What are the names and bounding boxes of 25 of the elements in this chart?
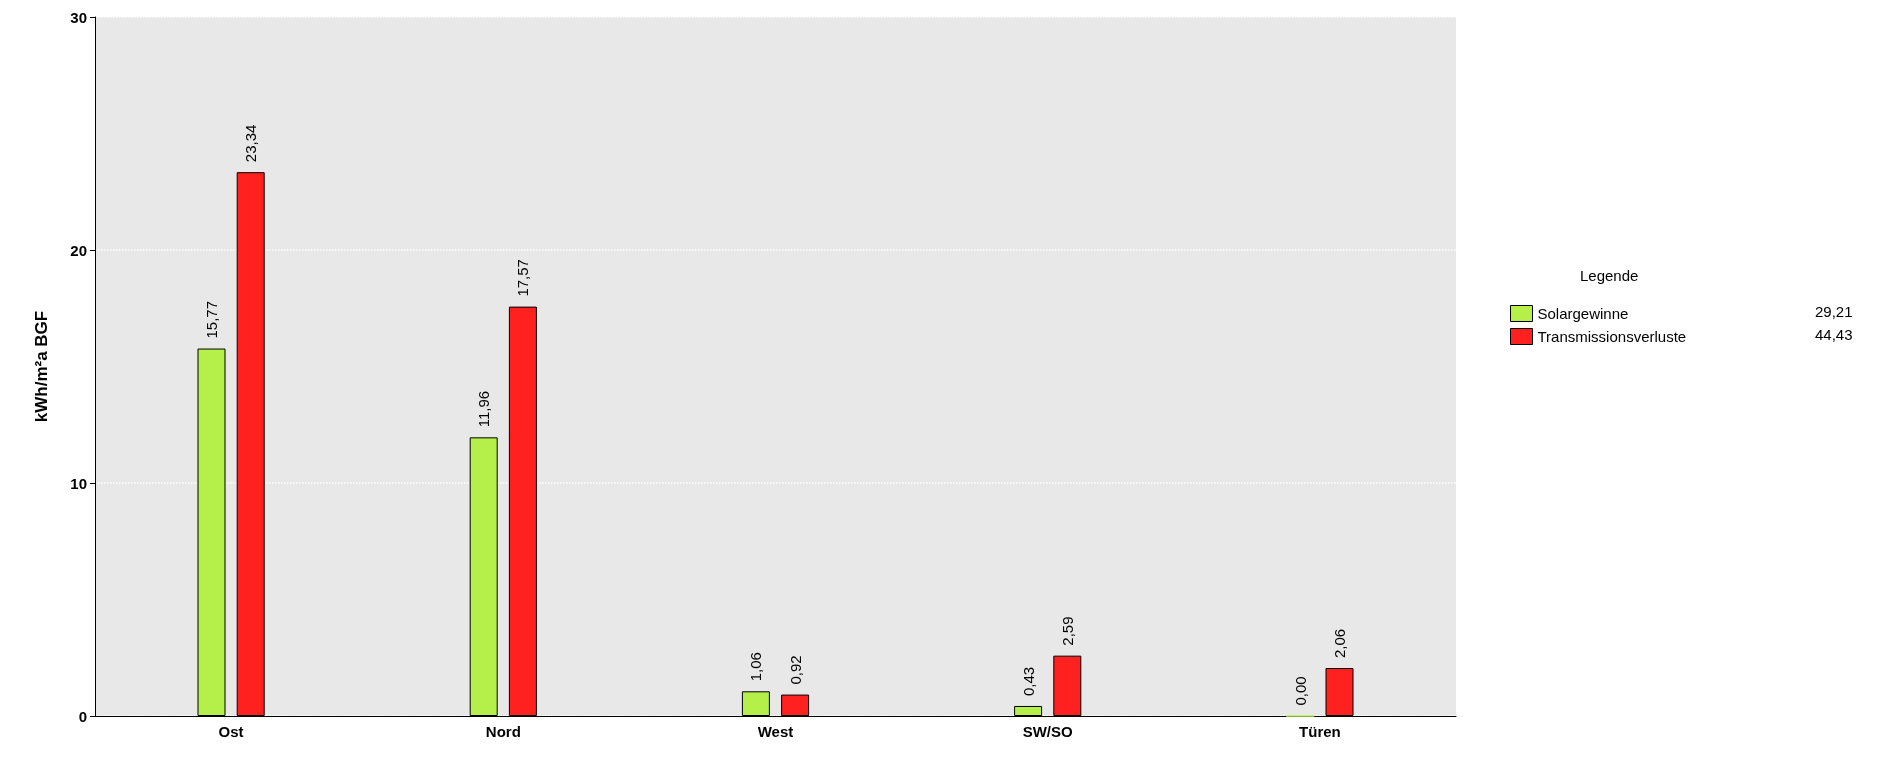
x-tick-label: SW/SO <box>1022 723 1074 740</box>
x-tick-label: Nord <box>485 723 521 740</box>
data-label: 11,96 <box>475 390 493 428</box>
legend-label: Solargewinne <box>1537 305 1629 322</box>
y-tick-label: 10 <box>70 474 87 492</box>
data-label: 1,06 <box>747 652 765 682</box>
data-label: 0,92 <box>786 655 804 685</box>
x-tick-label: West <box>757 723 794 740</box>
data-label: 0,00 <box>1291 676 1309 706</box>
y-axis-title: kWh/m²a BGF <box>32 310 51 423</box>
x-tick-label: Türen <box>1299 723 1341 740</box>
text: 44,43 <box>1815 326 1853 343</box>
legend-title: Legende <box>1580 267 1639 284</box>
data-label: 0,43 <box>1019 666 1037 696</box>
legend-label: Transmissionsverluste <box>1537 328 1687 345</box>
data-label: 2,06 <box>1331 628 1348 658</box>
data-label: 23,34 <box>242 124 260 163</box>
text: 29,21 <box>1815 303 1853 320</box>
data-label: 15,77 <box>203 301 220 339</box>
y-tick-label: 0 <box>78 707 87 725</box>
data-label: 2,59 <box>1058 616 1076 646</box>
data-label: 17,57 <box>514 259 532 297</box>
y-tick-label: 30 <box>70 8 87 26</box>
y-tick-label: 20 <box>70 241 87 259</box>
x-tick-label: Ost <box>218 723 244 740</box>
